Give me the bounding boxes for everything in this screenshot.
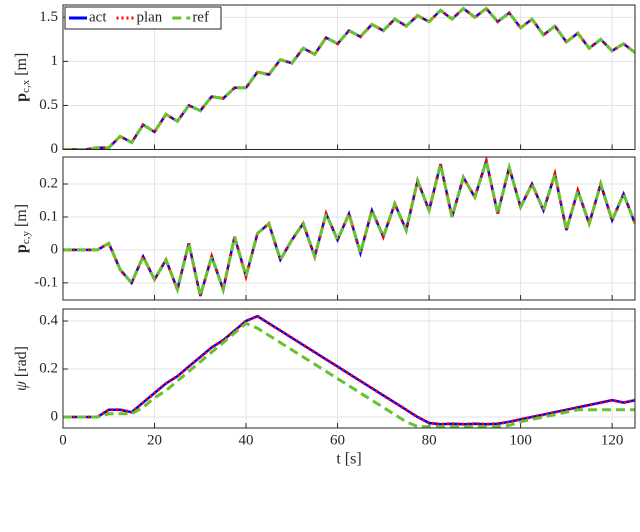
x-tick-label: 20 bbox=[147, 432, 162, 448]
y-label-unit: [m] bbox=[13, 53, 30, 76]
y-tick-label: 0.4 bbox=[39, 312, 58, 328]
y-tick-label: 0.1 bbox=[39, 208, 58, 224]
y-tick-label: 1.5 bbox=[39, 9, 58, 25]
y-label-main: p bbox=[13, 93, 30, 102]
axes-frame bbox=[62, 308, 636, 429]
subplot: 0 0.5 1 1.5 pc,x [m] act plan ref bbox=[13, 4, 636, 157]
x-axis-label: t [s] bbox=[336, 451, 361, 468]
subplot: -0.1 0 0.1 0.2 pc,y [m] bbox=[13, 156, 636, 301]
y-tick-label: -0.1 bbox=[34, 274, 58, 290]
plot-area bbox=[63, 157, 635, 300]
y-tick-label: 0.2 bbox=[39, 360, 58, 376]
y-tick-label: 0.5 bbox=[39, 97, 58, 113]
y-tick-label: 1 bbox=[51, 53, 59, 69]
x-tick-label: 40 bbox=[239, 432, 254, 448]
y-tick-label: 0 bbox=[51, 241, 59, 257]
data-line bbox=[63, 6, 635, 150]
data-line bbox=[63, 321, 635, 428]
legend: act plan ref bbox=[64, 6, 222, 30]
axes-frame bbox=[62, 4, 636, 150]
y-label-main: p bbox=[13, 244, 30, 253]
data-line bbox=[63, 314, 635, 426]
legend-label: ref bbox=[192, 9, 209, 25]
subplot: 0 20 40 60 80 100 120 0 0.2 0.4 ψ [rad] t [s] bbox=[13, 308, 636, 468]
y-label-main: ψ bbox=[13, 380, 30, 391]
y-axis-label: pc,y [m] bbox=[13, 204, 32, 253]
legend-label: act bbox=[89, 9, 107, 25]
y-label-sub: c,y bbox=[20, 231, 32, 245]
data-line bbox=[63, 157, 635, 297]
legend-box bbox=[64, 6, 222, 30]
y-label-unit: [rad] bbox=[13, 346, 30, 377]
legend-label: plan bbox=[136, 9, 162, 25]
y-tick-label: 0 bbox=[51, 141, 59, 157]
x-tick-label: 60 bbox=[330, 432, 345, 448]
axes-frame bbox=[62, 156, 636, 301]
x-tick-label: 100 bbox=[509, 432, 532, 448]
y-axis-label: ψ [rad] bbox=[13, 346, 30, 391]
y-label-sub: c,x bbox=[20, 79, 32, 93]
x-tick-label: 0 bbox=[59, 432, 67, 448]
x-tick-label: 120 bbox=[601, 432, 624, 448]
y-axis-label: pc,x [m] bbox=[13, 53, 32, 102]
y-label-unit: [m] bbox=[13, 204, 30, 227]
y-tick-label: 0 bbox=[51, 408, 59, 424]
y-tick-label: 0.2 bbox=[39, 175, 58, 191]
x-tick-label: 80 bbox=[422, 432, 437, 448]
